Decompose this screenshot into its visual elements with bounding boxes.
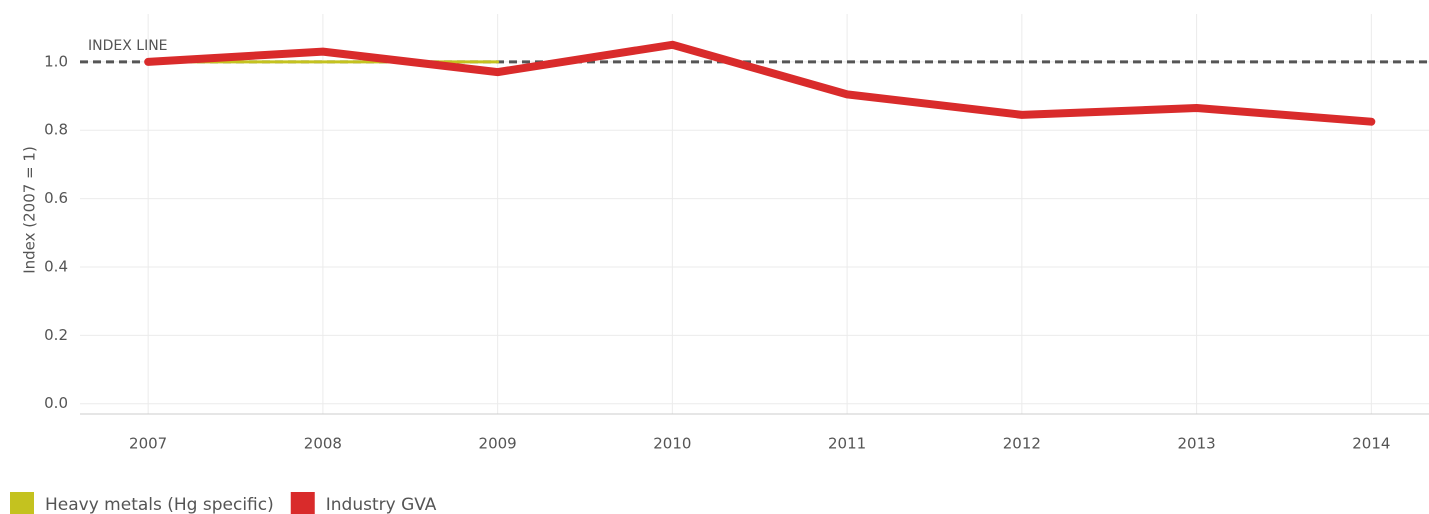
y-tick-label: 0.2 (44, 326, 68, 344)
y-tick-label: 0.8 (44, 121, 68, 139)
x-tick-label: 2008 (304, 435, 342, 453)
y-tick-label: 0.0 (44, 394, 68, 412)
x-tick-label: 2014 (1352, 435, 1390, 453)
y-tick-label: 1.0 (44, 52, 68, 70)
x-tick-label: 2011 (828, 435, 866, 453)
x-tick-label: 2010 (653, 435, 691, 453)
x-tick-label: 2009 (479, 435, 517, 453)
x-tick-label: 2012 (1003, 435, 1041, 453)
series-line (144, 40, 1376, 126)
y-tick-label: 0.4 (44, 257, 68, 275)
x-tick-label: 2007 (129, 435, 167, 453)
legend-label: Industry GVA (326, 495, 437, 514)
x-tick-label: 2013 (1178, 435, 1216, 453)
legend-swatch (10, 492, 34, 514)
legend-swatch (290, 492, 315, 514)
y-axis-label: Index (2007 = 1) (21, 146, 39, 274)
y-tick-label: 0.6 (44, 189, 68, 207)
index-line-label: INDEX LINE (88, 38, 168, 54)
legend-label: Heavy metals (Hg specific) (45, 495, 274, 514)
